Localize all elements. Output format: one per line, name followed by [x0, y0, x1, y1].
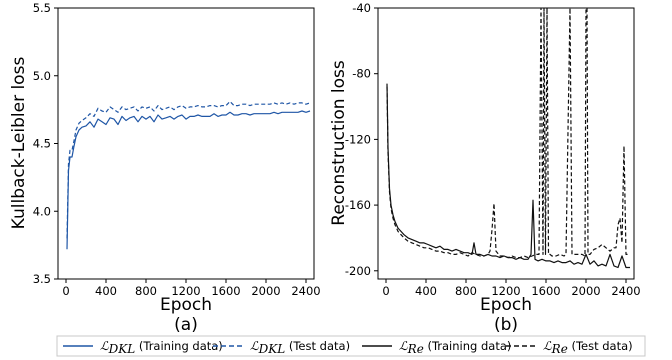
- y-tick-label: 5.0: [33, 69, 51, 83]
- plot-area-frame: [57, 7, 315, 280]
- panel-label-b: (b): [494, 315, 518, 335]
- x-tick-label: 2400: [291, 284, 320, 298]
- x-tick-label: 2000: [571, 284, 600, 298]
- x-tick-label: 1200: [491, 284, 520, 298]
- legend-item-re-train: ℒRe (Training data): [362, 339, 511, 356]
- legend-item-dkl-test: ℒDKL (Test data): [213, 339, 350, 356]
- x-tick-label: 1600: [531, 284, 560, 298]
- y-tick-label: -200: [345, 264, 371, 278]
- x-tick-label: 2000: [251, 284, 280, 298]
- legend-frame: [56, 335, 646, 357]
- legend-item-dkl-train: ℒDKL (Training data): [63, 339, 223, 356]
- panel-label-a: (a): [174, 315, 198, 335]
- x-tick-label: 0: [62, 284, 69, 298]
- series-line-dashed: [386, 8, 630, 259]
- y-tick-label: -120: [345, 132, 371, 146]
- plot-area-frame: [377, 7, 635, 280]
- x-tick-label: 800: [455, 284, 477, 298]
- x-axis-ticks: 0 400 800 1200 1600 2000 2400: [62, 279, 321, 298]
- x-tick-label: 2400: [611, 284, 640, 298]
- y-axis-label: Kullback-Leibler loss: [9, 57, 29, 230]
- y-tick-label: -40: [352, 1, 371, 15]
- y-axis-ticks: 3.5 4.0 4.5 5.0 5.5: [33, 1, 58, 286]
- x-tick-label: 1200: [171, 284, 200, 298]
- x-tick-label: 1600: [211, 284, 240, 298]
- legend-label: ℒDKL (Test data): [250, 339, 350, 356]
- series-lines: [66, 100, 311, 250]
- legend-label: ℒDKL (Training data): [100, 339, 223, 356]
- y-tick-label: -160: [345, 198, 371, 212]
- x-tick-label: 800: [135, 284, 157, 298]
- series-lines: [386, 8, 630, 269]
- y-tick-label: 4.5: [33, 137, 51, 151]
- x-tick-label: 400: [415, 284, 437, 298]
- y-tick-label: 3.5: [33, 272, 51, 286]
- y-tick-label: -80: [352, 67, 371, 81]
- series-line-solid: [66, 110, 311, 250]
- reconstruction-loss-chart: -200 -160 -120 -80 -40 0 400 800 1200 1600 2000 24…: [329, 1, 641, 335]
- x-tick-label: 0: [382, 284, 389, 298]
- y-axis-ticks: -200 -160 -120 -80 -40: [345, 1, 378, 278]
- y-tick-label: 4.0: [33, 204, 51, 218]
- series-line-solid: [386, 83, 630, 269]
- legend-label: ℒRe (Test data): [543, 339, 633, 356]
- legend-label: ℒRe (Training data): [399, 339, 511, 356]
- y-tick-label: 5.5: [33, 1, 51, 15]
- legend: ℒDKL (Training data) ℒDKL (Test data) ℒR…: [56, 335, 646, 357]
- x-axis-ticks: 0 400 800 1200 1600 2000 2400: [382, 279, 641, 298]
- y-axis-label: Reconstruction loss: [329, 60, 349, 226]
- x-axis-label: Epoch: [160, 295, 212, 315]
- series-line-dashed: [66, 100, 311, 239]
- x-tick-label: 400: [95, 284, 117, 298]
- x-axis-label: Epoch: [480, 295, 532, 315]
- kl-loss-chart: 3.54.04.55.05.5 0 400 800 1200 1600 2000 2400 …: [9, 1, 321, 335]
- legend-item-re-test: ℒRe (Test data): [506, 339, 633, 356]
